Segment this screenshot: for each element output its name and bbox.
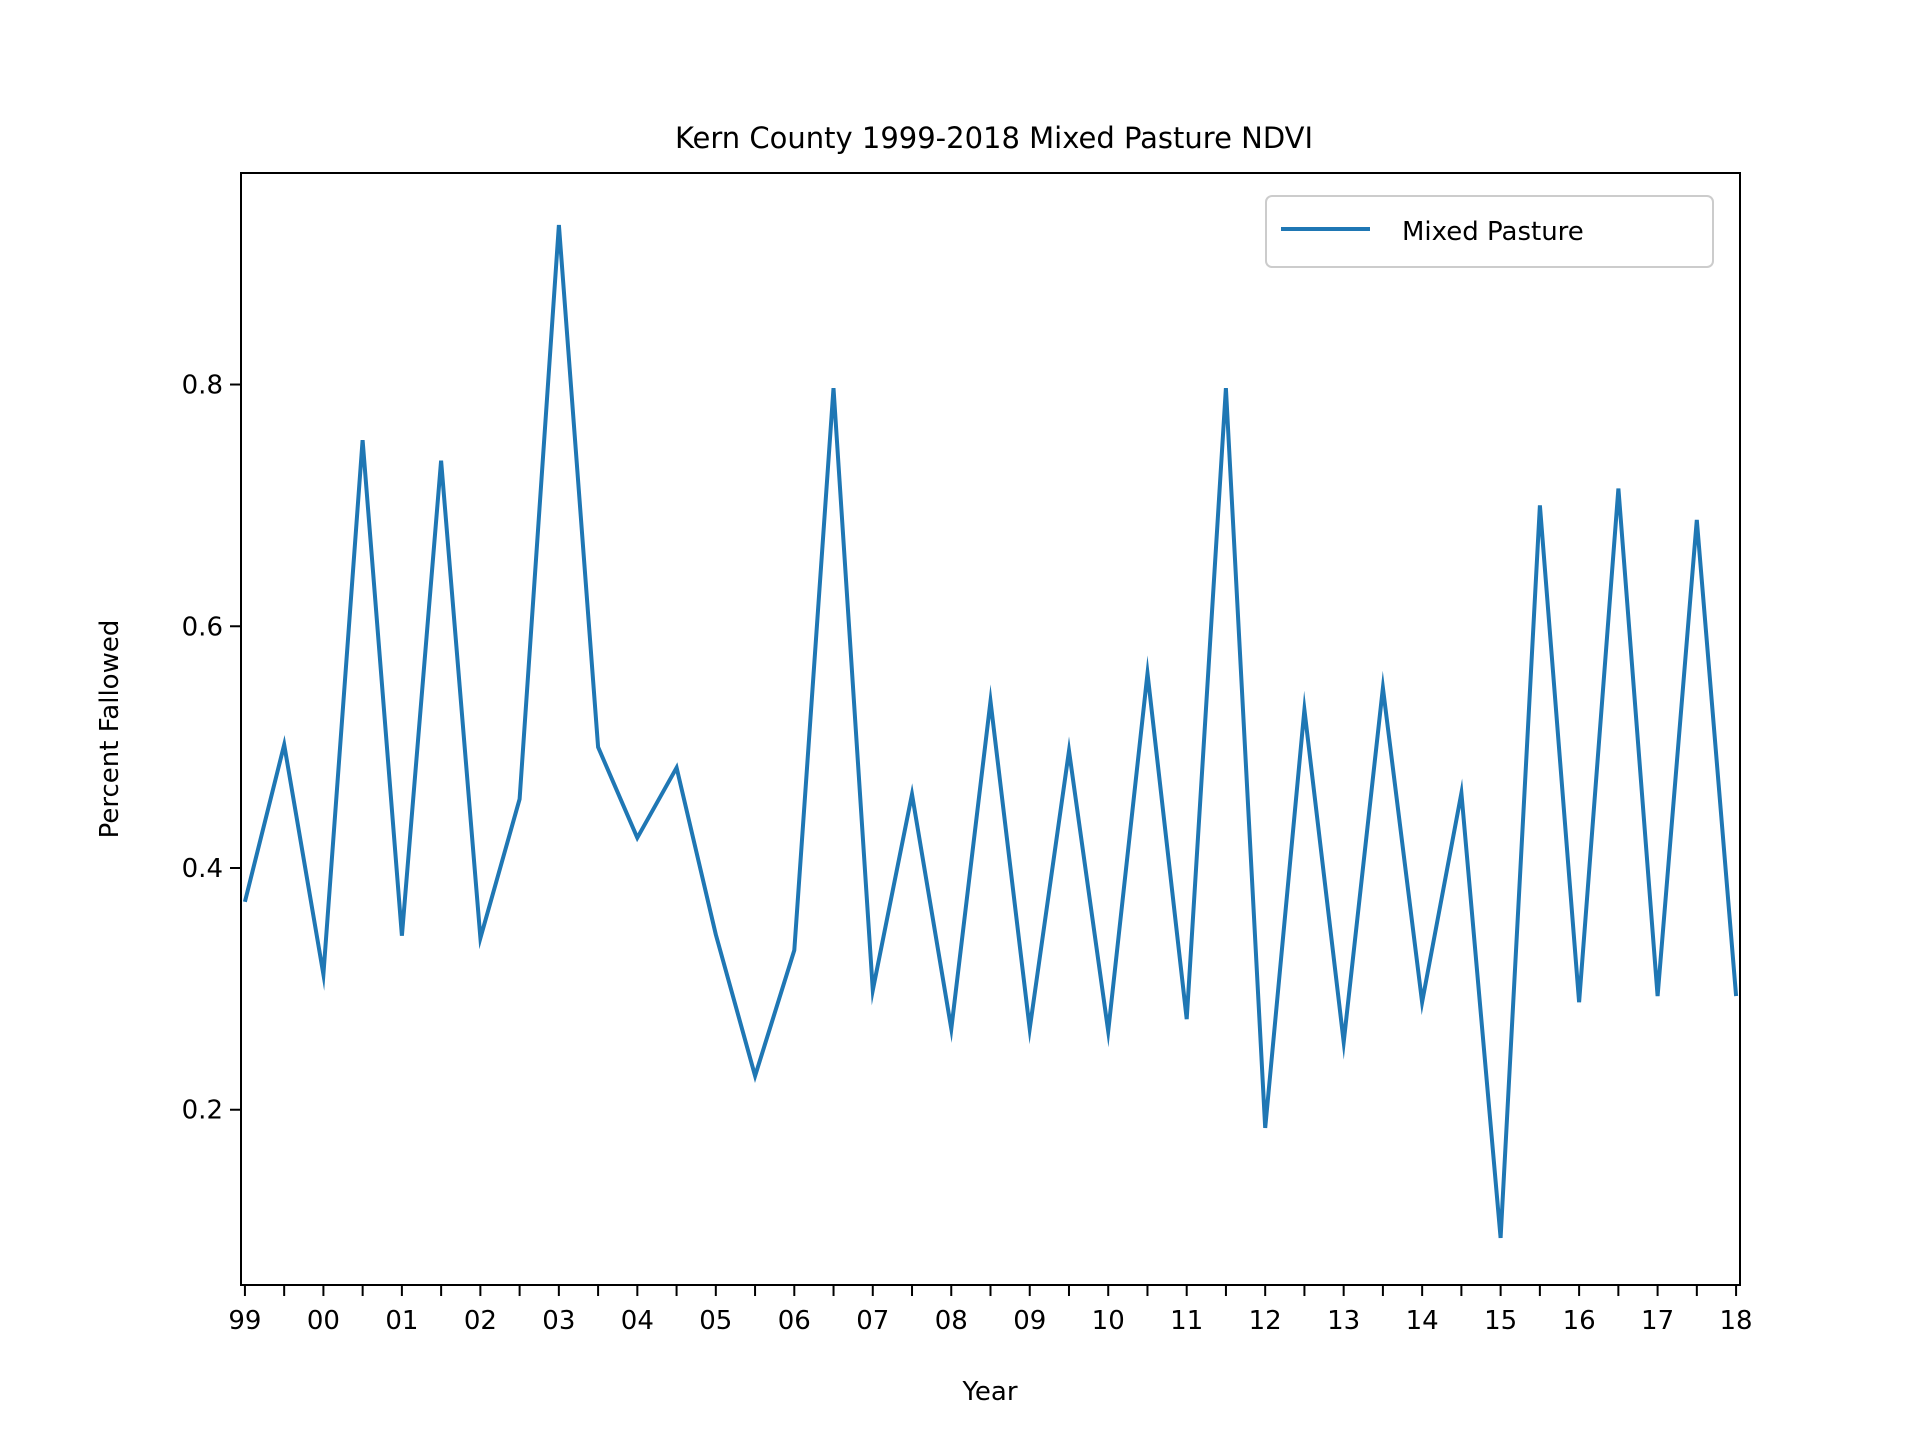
x-tick-label: 14 <box>1406 1306 1439 1336</box>
x-tick-label: 12 <box>1249 1306 1282 1336</box>
x-axis-label: Year <box>961 1377 1017 1407</box>
x-tick-label: 06 <box>778 1306 811 1336</box>
x-axis: 99 00 01 02 03 04 05 06 07 08 09 10 11 12 13 14 15 16 17 18 <box>228 1285 1753 1336</box>
axes-frame <box>240 172 1741 1286</box>
plot-area <box>242 224 1739 1239</box>
x-tick-label: 99 <box>228 1306 261 1336</box>
x-tick-label: 09 <box>1013 1306 1046 1336</box>
series-line-0 <box>242 224 1739 1239</box>
x-tick-label: 10 <box>1092 1306 1125 1336</box>
x-tick-label: 15 <box>1484 1306 1517 1336</box>
x-tick-label: 13 <box>1327 1306 1360 1336</box>
x-tick-label: 00 <box>307 1306 340 1336</box>
legend-box <box>1265 195 1714 268</box>
y-tick-label: 0.8 <box>182 371 223 401</box>
x-tick-label: 04 <box>621 1306 654 1336</box>
y-tick-label: 0.4 <box>182 854 223 884</box>
legend-label: Mixed Pasture <box>1402 217 1584 247</box>
x-tick-label: 01 <box>385 1306 418 1336</box>
y-axis: 0.2 0.4 0.6 0.8 <box>182 371 241 1126</box>
x-tick-label: 18 <box>1720 1306 1753 1336</box>
y-tick-label: 0.2 <box>182 1096 223 1126</box>
x-tick-label: 11 <box>1170 1306 1203 1336</box>
x-tick-label: 03 <box>542 1306 575 1336</box>
y-tick-label: 0.6 <box>182 612 223 642</box>
x-tick-label: 17 <box>1641 1306 1674 1336</box>
y-axis-label: Percent Fallowed <box>95 620 125 839</box>
x-tick-label: 08 <box>935 1306 968 1336</box>
legend: Mixed Pasture <box>1265 195 1714 268</box>
x-tick-label: 16 <box>1563 1306 1596 1336</box>
x-tick-label: 07 <box>856 1306 889 1336</box>
x-tick-label: 05 <box>699 1306 732 1336</box>
x-tick-label: 02 <box>464 1306 497 1336</box>
chart-title: Kern County 1999-2018 Mixed Pasture NDVI <box>675 121 1313 155</box>
